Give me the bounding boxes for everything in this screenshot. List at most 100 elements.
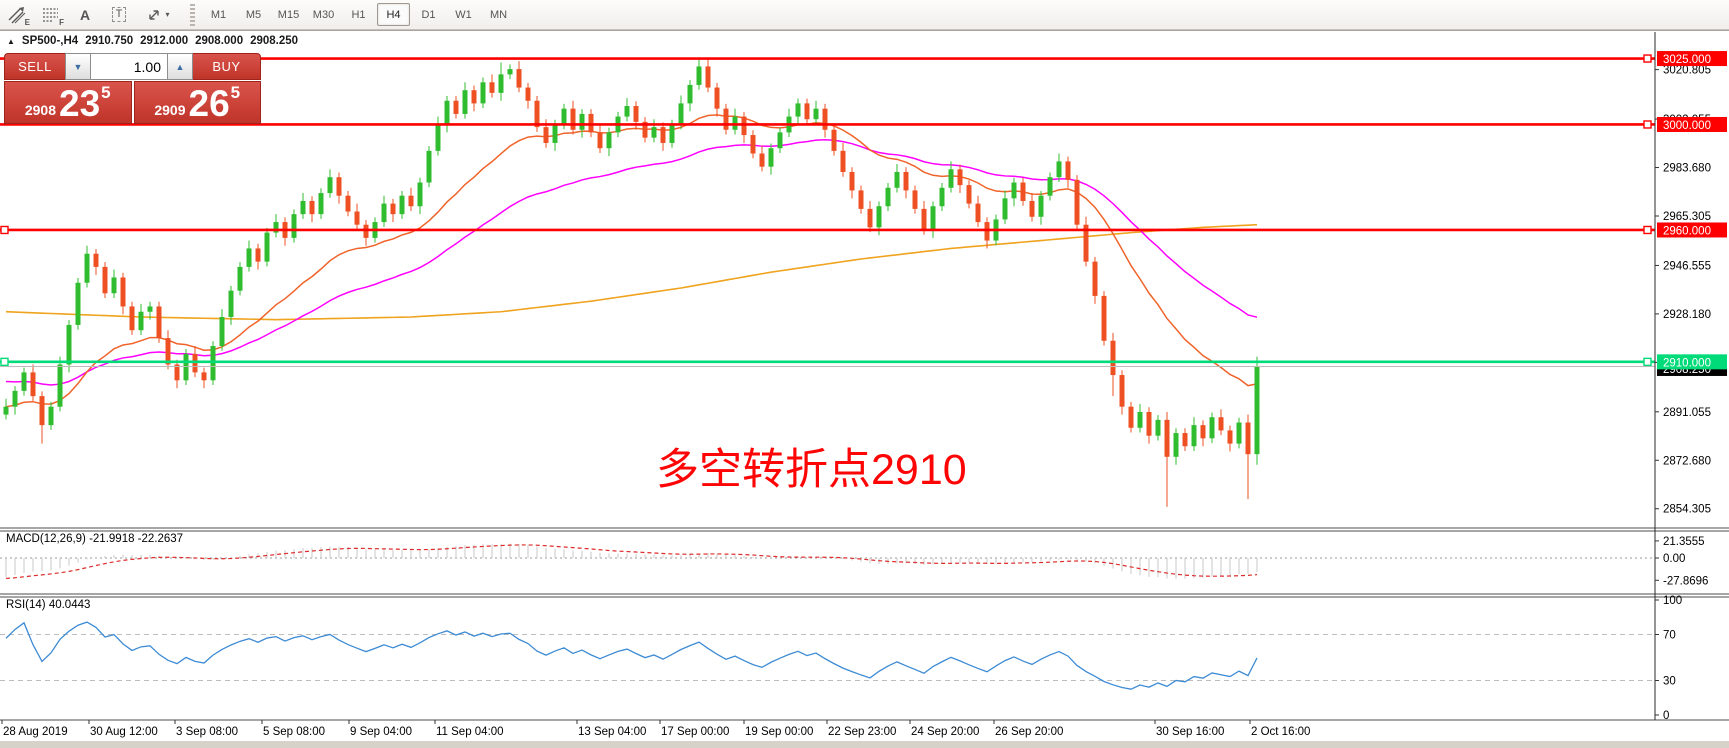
candle-body [948,169,954,188]
timeframe-button-w1[interactable]: W1 [455,8,472,21]
candle-body [408,195,414,207]
buy-price-box[interactable]: 2909 26 5 [133,81,261,124]
line-handle[interactable] [1643,54,1652,63]
candle-body [1155,419,1161,436]
buy-button[interactable]: BUY [193,53,261,80]
sell-price-box[interactable]: 2908 23 5 [4,81,132,124]
line-handle[interactable] [1643,120,1652,129]
candle-body [498,74,504,93]
candle-body [129,306,135,331]
candle-body [453,100,459,114]
candle-body [867,208,873,228]
sell-price-prefix: 2908 [24,102,57,118]
candle-body [1218,417,1224,431]
candle-body [165,338,171,365]
candle-body [291,214,297,238]
volume-decrease-button[interactable]: ▼ [65,53,91,80]
candle-body [849,171,855,191]
candle-body [93,253,99,267]
candle-body [1236,422,1242,444]
candle-body [1092,261,1098,296]
macd-pane[interactable] [0,543,1655,580]
time-label: 2 Oct 16:00 [1251,726,1310,738]
candle-body [390,203,396,215]
candle-body [1200,425,1206,439]
candle-body [921,208,927,230]
candlesticks[interactable] [3,58,1260,507]
candle-body [660,127,666,143]
candle-body [714,87,720,109]
equidistant-channel-tool-button[interactable]: E [1,2,33,28]
candle-body [246,248,252,267]
candle-body [210,346,216,381]
toolbar-grip[interactable] [190,3,195,26]
toolbar: E F A T ▾ M1 M5 M15 M30 H1 H4 D1 W1 MN [0,0,1729,30]
candle-body [102,266,108,294]
time-label: 3 Sep 08:00 [176,726,238,738]
candle-body [624,106,630,117]
timeframe-button-d1[interactable]: D1 [421,8,436,21]
text-tool-button[interactable]: A [69,2,101,28]
rsi-pane[interactable] [0,621,1655,690]
axis-label: -27.8696 [1663,575,1708,587]
fibonacci-tool-button[interactable]: F [35,2,67,28]
time-label: 9 Sep 04:00 [350,726,412,738]
timeframe-button-m15[interactable]: M15 [277,8,300,21]
candle-body [417,182,423,207]
candle-body [309,200,315,215]
line-handle[interactable] [1643,225,1652,235]
text-label-tool-button[interactable]: T [103,2,135,28]
buy-price-big: 26 [188,83,230,124]
bar-high: 2912.000 [140,35,189,47]
candle-body [1137,411,1143,428]
candle-body [1191,425,1197,447]
candle-body [219,317,225,347]
line-handle[interactable] [0,225,9,235]
candle-body [156,306,162,339]
candle-body [822,108,828,130]
candle-body [696,66,702,85]
candle-body [723,108,729,130]
timeframe-button-h4[interactable]: H4 [377,3,410,26]
chart-canvas[interactable]: 3020.8053002.0552983.6802965.3052946.555… [0,31,1729,748]
line-price-badge-text: 2960.000 [1663,225,1711,237]
volume-input[interactable]: 1.00 [91,53,167,80]
candle-body [363,224,369,238]
collapse-chart-icon[interactable]: ▲ [7,36,15,46]
timeframe-button-h1[interactable]: H1 [351,8,366,21]
axis-label: 100 [1663,595,1682,607]
chart-annotation-text[interactable]: 多空转折点2910 [656,446,967,494]
timeframe-button-m30[interactable]: M30 [312,8,335,21]
timeframe-button-m5[interactable]: M5 [245,8,262,21]
main-price-pane[interactable] [0,54,1655,507]
candle-body [732,116,738,130]
candle-body [579,113,585,130]
time-axis[interactable]: 28 Aug 2019 30 Aug 12:00 3 Sep 08:00 5 Sep … [1,720,1310,738]
candle-body [435,124,441,151]
sell-button[interactable]: SELL [4,53,65,80]
time-label: 26 Sep 20:00 [995,726,1063,738]
volume-increase-button[interactable]: ▲ [167,53,193,80]
time-label: 22 Sep 23:00 [828,726,896,738]
sell-price-big: 23 [59,83,101,124]
axis-label: 0.00 [1663,553,1685,565]
line-handle[interactable] [1643,357,1652,367]
line-handle[interactable] [0,357,9,367]
candle-body [759,153,765,167]
candle-body [1173,433,1179,457]
price-axis[interactable]: 3020.8053002.0552983.6802965.3052946.555… [1655,51,1727,722]
arrows-tool-button[interactable]: ▾ [137,2,179,28]
bar-low: 2908.000 [195,35,244,47]
candle-body [300,200,306,215]
candle-body [462,90,468,114]
candle-body [777,132,783,149]
candle-body [264,232,270,262]
timeframe-button-m1[interactable]: M1 [210,8,227,21]
candle-body [48,406,54,426]
candle-body [651,127,657,138]
candle-body [543,127,549,143]
candle-body [57,364,63,407]
candle-body [894,171,900,188]
line-price-badge [1657,116,1727,132]
timeframe-button-mn[interactable]: MN [489,8,508,21]
